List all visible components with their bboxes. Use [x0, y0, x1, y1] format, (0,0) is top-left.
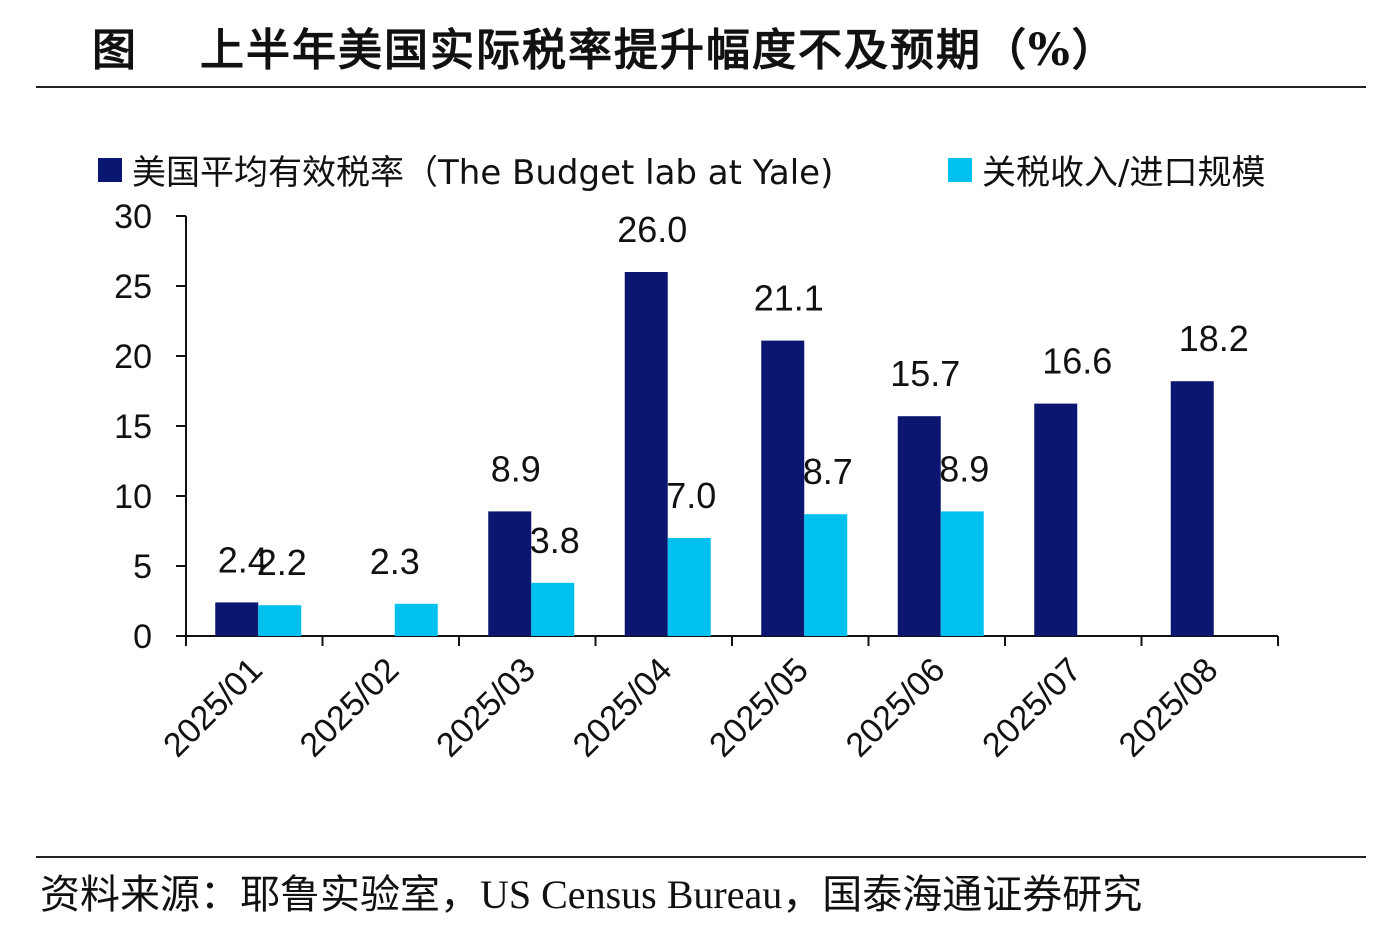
bar-26.0	[624, 272, 668, 636]
bar-21.1	[761, 340, 805, 636]
y-tick-label: 30	[114, 198, 152, 236]
bar-15.7	[897, 416, 941, 636]
bar-16.6	[1034, 403, 1078, 636]
legend-label-series2: 关税收入/进口规模	[982, 153, 1265, 193]
title-text: 上半年美国实际税率提升幅度不及预期（%）	[200, 25, 1118, 76]
y-tick-label: 15	[114, 408, 152, 446]
x-category-label: 2025/07	[975, 651, 1089, 765]
y-tick-label: 20	[114, 338, 152, 376]
chart-title: 图 上半年美国实际税率提升幅度不及预期（%）	[92, 14, 1118, 78]
bar-2.4	[215, 602, 259, 636]
data-label-series2: 2.3	[370, 541, 420, 582]
data-label-series2: 8.9	[939, 448, 989, 489]
legend-label-series1: 美国平均有效税率（The Budget lab at Yale)	[132, 153, 833, 193]
data-label-series2: 7.0	[666, 475, 716, 516]
source-divider	[36, 856, 1366, 858]
bar-18.2	[1170, 381, 1214, 636]
y-tick-label: 0	[133, 618, 152, 656]
bar-8.9	[488, 511, 532, 636]
data-label-series2: 8.7	[803, 451, 853, 492]
figure-label: 图	[92, 25, 138, 76]
bar-8.9	[940, 511, 984, 636]
x-category-label: 2025/06	[839, 651, 953, 765]
y-tick-label: 25	[114, 268, 152, 306]
source-note: 资料来源：耶鲁实验室，US Census Bureau，国泰海通证券研究	[40, 872, 1143, 917]
data-label-series2: 2.2	[257, 542, 307, 583]
data-label-series1: 18.2	[1179, 318, 1249, 359]
y-tick-label: 5	[133, 548, 152, 586]
title-divider	[36, 86, 1366, 88]
data-label-series1: 26.0	[617, 209, 687, 250]
legend-swatch-series2	[948, 158, 972, 182]
bar-8.7	[804, 514, 848, 636]
data-label-series1: 16.6	[1042, 341, 1112, 382]
bar-3.8	[531, 582, 575, 636]
x-category-label: 2025/05	[702, 651, 816, 765]
x-category-label: 2025/03	[429, 651, 543, 765]
bar-2.2	[258, 605, 302, 636]
data-label-series1: 15.7	[890, 353, 960, 394]
x-category-label: 2025/08	[1112, 651, 1226, 765]
data-label-series1: 2.4	[218, 539, 268, 580]
data-label-series1: 21.1	[754, 278, 824, 319]
bar-7.0	[667, 538, 711, 636]
data-label-series2: 3.8	[530, 520, 580, 561]
bar-2.3	[394, 603, 438, 636]
legend-swatch-series1	[98, 158, 122, 182]
y-tick-label: 10	[114, 478, 152, 516]
x-category-label: 2025/04	[566, 651, 680, 765]
data-label-series1: 8.9	[491, 448, 541, 489]
x-category-label: 2025/01	[156, 651, 270, 765]
x-category-label: 2025/02	[293, 651, 407, 765]
